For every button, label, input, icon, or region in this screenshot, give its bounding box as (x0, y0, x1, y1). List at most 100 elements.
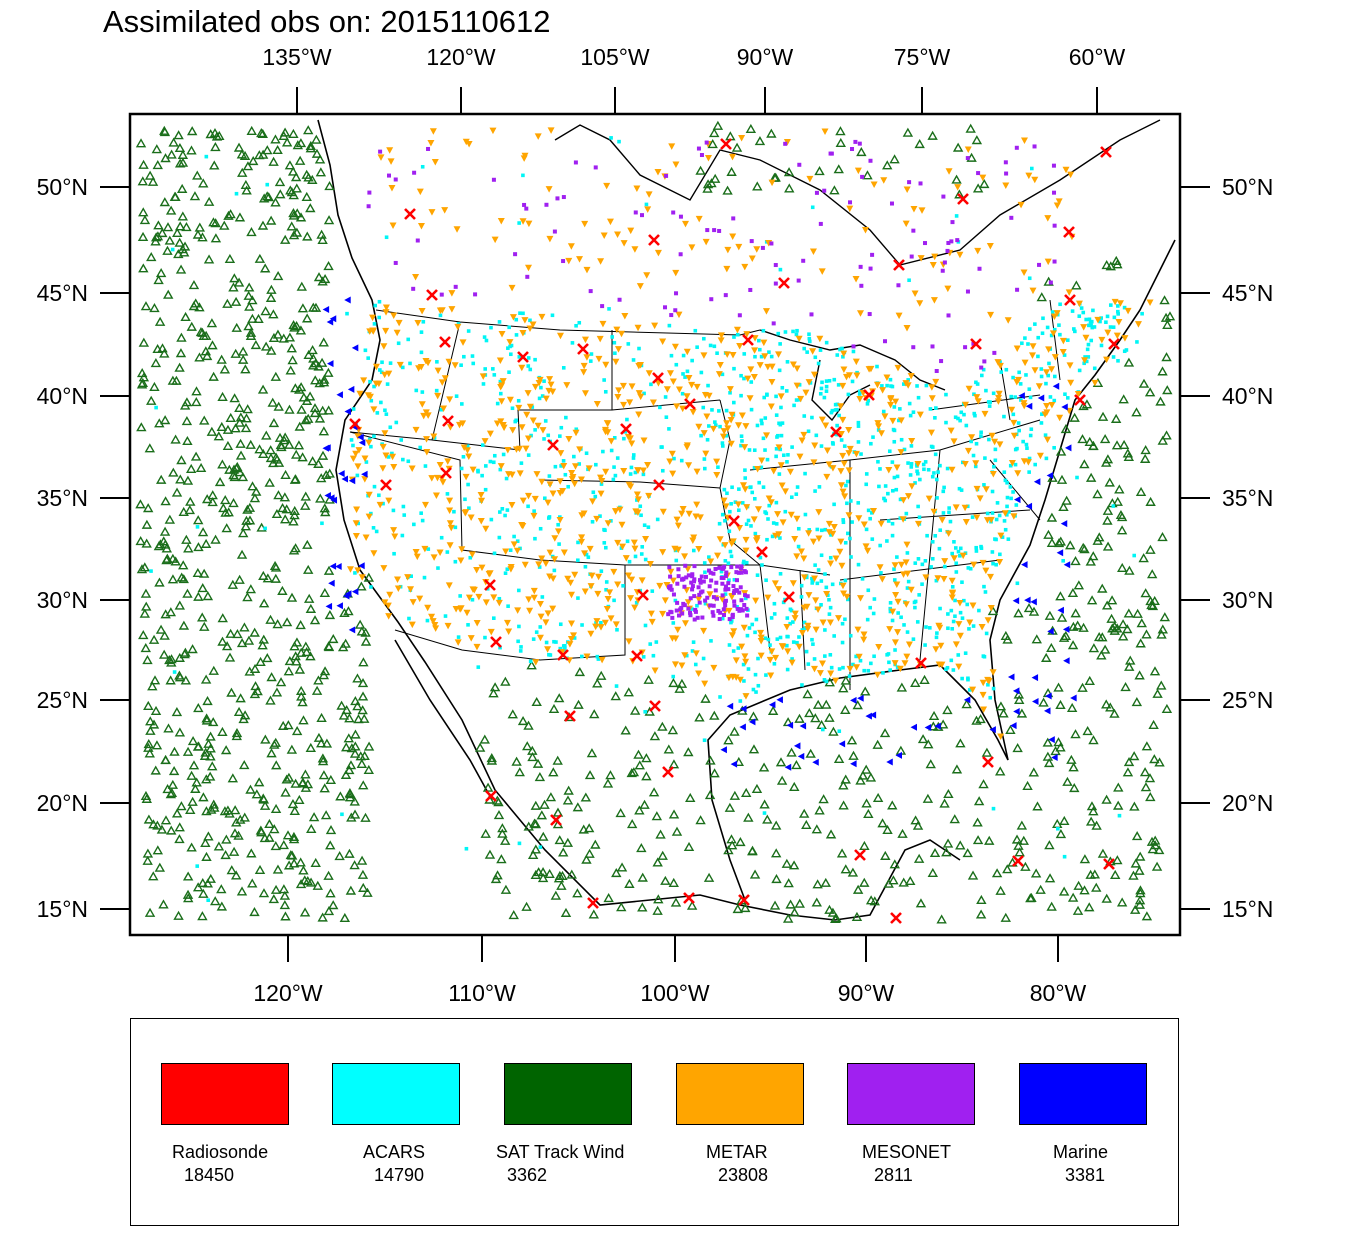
mesonet-marker (717, 228, 722, 233)
sat-track-wind-marker (247, 878, 258, 888)
sat-track-wind-marker (153, 220, 164, 230)
sat-track-wind-marker (138, 263, 149, 273)
sat-track-wind-marker (972, 817, 983, 827)
metar-marker (1049, 330, 1057, 337)
metar-marker (825, 520, 833, 528)
sat-track-wind-marker (317, 450, 329, 460)
metar-marker (827, 670, 835, 677)
sat-track-wind-marker (237, 528, 249, 538)
acars-marker (690, 649, 695, 653)
acars-marker (414, 388, 419, 393)
sat-track-wind-marker (1140, 782, 1152, 792)
acars-marker (753, 630, 757, 635)
acars-marker (1061, 558, 1065, 563)
acars-marker (774, 522, 779, 526)
acars-marker (824, 389, 829, 393)
mesonet-marker (723, 573, 728, 578)
acars-marker (799, 595, 804, 599)
sat-track-wind-marker (534, 772, 546, 782)
metar-marker (663, 582, 671, 589)
sat-track-wind-marker (320, 810, 332, 820)
sat-track-wind-marker (358, 882, 369, 892)
metar-marker (592, 623, 600, 631)
metar-marker (837, 468, 845, 475)
sat-track-wind-marker (521, 901, 532, 911)
acars-marker (639, 552, 644, 556)
sat-track-wind-marker (295, 619, 306, 630)
metar-marker (922, 574, 930, 581)
sat-track-wind-marker (281, 617, 293, 627)
metar-marker (358, 574, 366, 581)
sat-track-wind-marker (323, 906, 335, 916)
acars-marker (790, 445, 794, 449)
radiosonde-marker (485, 790, 497, 802)
acars-marker (721, 444, 725, 448)
sat-track-wind-marker (550, 890, 562, 900)
acars-marker (626, 342, 631, 346)
metar-marker (754, 506, 762, 513)
acars-marker (583, 564, 588, 569)
metar-marker (564, 575, 572, 583)
acars-marker (672, 456, 676, 461)
sat-track-wind-marker (923, 739, 934, 749)
sat-track-wind-marker (1106, 595, 1118, 605)
sat-track-wind-marker (552, 755, 563, 765)
sat-track-wind-marker (633, 749, 644, 759)
acars-marker (363, 348, 368, 353)
sat-track-wind-marker (268, 458, 279, 468)
mesonet-marker (740, 608, 745, 613)
metar-marker (547, 381, 555, 389)
sat-track-wind-marker (740, 787, 752, 797)
sat-track-wind-marker (147, 681, 158, 691)
metar-marker (984, 617, 992, 624)
metar-marker (407, 586, 415, 593)
sat-track-wind-marker (302, 231, 313, 241)
sat-track-wind-marker (136, 564, 148, 574)
acars-marker (364, 460, 369, 464)
metar-marker (791, 610, 799, 618)
mesonet-marker (735, 578, 740, 583)
sat-track-wind-marker (186, 842, 197, 852)
acars-marker (353, 571, 357, 575)
sat-track-wind-marker (220, 507, 231, 517)
sat-track-wind-marker (174, 362, 185, 372)
sat-track-wind-marker (794, 713, 805, 723)
sat-track-wind-marker (185, 496, 196, 506)
metar-marker (689, 408, 697, 416)
sat-track-wind-marker (307, 345, 318, 355)
mesonet-marker (703, 598, 708, 603)
metar-marker (748, 255, 756, 262)
metar-marker (381, 599, 389, 606)
acars-marker (1005, 504, 1009, 509)
sat-track-wind-marker (177, 244, 188, 254)
sat-track-wind-marker (152, 820, 163, 830)
acars-marker (526, 453, 531, 457)
acars-marker (559, 425, 564, 430)
sat-track-wind-marker (1096, 650, 1107, 660)
sat-track-wind-marker (301, 647, 312, 657)
sat-track-wind-marker (860, 686, 871, 696)
metar-marker (836, 548, 844, 556)
sat-track-wind-marker (1022, 780, 1033, 791)
acars-marker (987, 437, 991, 442)
mesonet-marker (857, 141, 862, 146)
acars-marker (818, 348, 823, 352)
sat-track-wind-marker (1060, 423, 1072, 434)
sat-track-wind-marker (345, 885, 357, 895)
acars-marker (642, 391, 646, 396)
acars-marker (195, 864, 200, 868)
acars-marker (803, 626, 807, 630)
metar-marker (453, 226, 461, 233)
mesonet-marker (1014, 145, 1019, 150)
acars-marker (757, 347, 762, 352)
mesonet-marker (1003, 160, 1008, 165)
acars-marker (1058, 332, 1062, 337)
acars-marker (819, 386, 824, 391)
sat-track-wind-marker (187, 644, 198, 654)
acars-marker (685, 369, 690, 374)
metar-marker (672, 269, 680, 277)
acars-marker (763, 636, 768, 641)
mesonet-marker (692, 617, 697, 622)
metar-marker (508, 502, 516, 509)
metar-marker (671, 545, 679, 553)
